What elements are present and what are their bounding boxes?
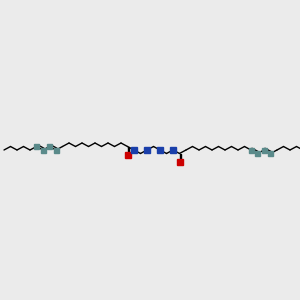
- Bar: [34, 144, 39, 149]
- Bar: [53, 148, 58, 152]
- Bar: [248, 148, 253, 152]
- Bar: [176, 158, 182, 164]
- Bar: [255, 151, 260, 156]
- Bar: [170, 147, 176, 153]
- Bar: [157, 147, 163, 153]
- Bar: [131, 147, 137, 153]
- Bar: [40, 148, 46, 152]
- Bar: [262, 148, 266, 152]
- Bar: [144, 147, 150, 153]
- Bar: [124, 152, 130, 158]
- Bar: [268, 151, 273, 156]
- Bar: [47, 144, 52, 149]
